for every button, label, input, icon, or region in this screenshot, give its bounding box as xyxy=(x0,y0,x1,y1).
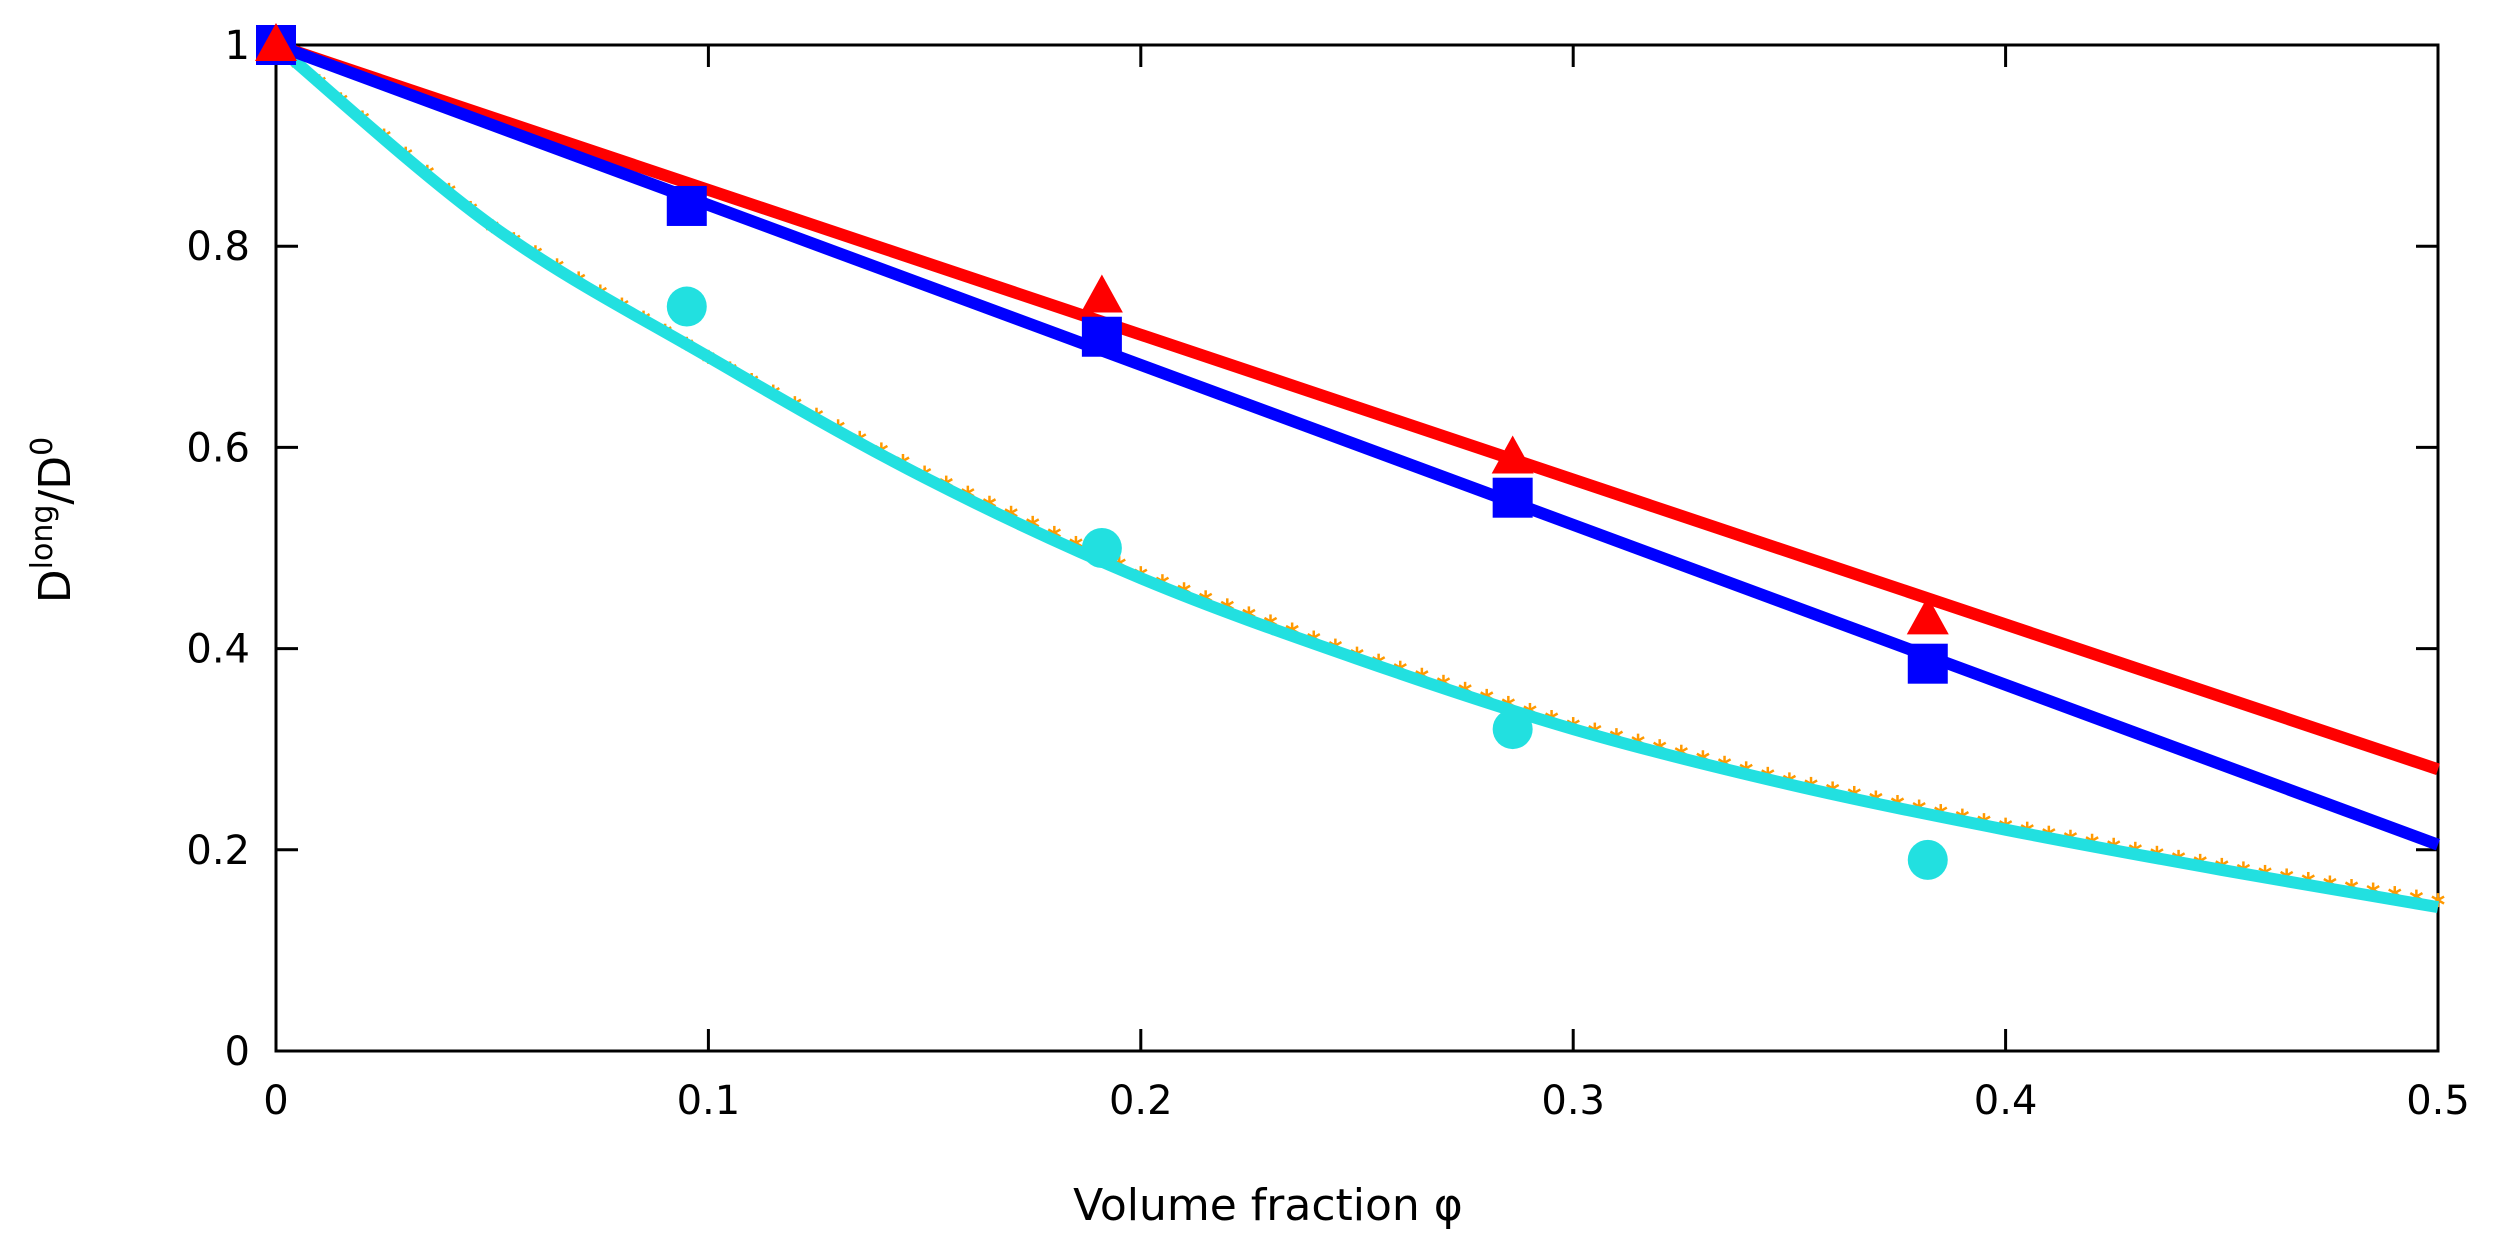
triangle-marker xyxy=(1491,435,1534,474)
y-axis-label-sup2: 0 xyxy=(25,437,60,456)
labels-layer: Volume fraction φ Dlong/D0 xyxy=(25,437,1463,1231)
x-tick-label: 0.2 xyxy=(1109,1078,1173,1124)
square-marker xyxy=(666,185,707,226)
y-axis-label-slash: /D xyxy=(30,456,81,505)
x-axis-label: Volume fraction φ xyxy=(1073,1180,1463,1231)
y-axis-label: Dlong/D0 xyxy=(25,437,81,603)
y-axis-label-base: D xyxy=(30,569,81,603)
square-marker xyxy=(1081,316,1122,357)
x-tick-label: 0.5 xyxy=(2406,1078,2470,1124)
red-triangles xyxy=(255,23,1949,635)
x-tick-label: 0 xyxy=(263,1078,288,1124)
triangle-marker xyxy=(1906,596,1949,635)
square-marker xyxy=(1907,643,1948,684)
circle-marker xyxy=(666,286,707,327)
cyan-curve xyxy=(272,40,2440,914)
x-tick-label: 0.1 xyxy=(677,1078,741,1124)
series-layer xyxy=(255,23,2445,914)
y-tick-label: 0.6 xyxy=(186,425,250,471)
square-marker xyxy=(1492,477,1533,518)
circle-marker xyxy=(1907,839,1948,880)
triangle-marker xyxy=(255,23,297,61)
y-axis-label-sup: long xyxy=(25,505,60,570)
axes-layer: 0 0.1 0.2 0.3 0.4 0.5 0 0.2 0.4 0.6 0.8 1 xyxy=(186,23,2469,1124)
y-tick-label: 0.8 xyxy=(186,224,250,270)
x-tick-label: 0.3 xyxy=(1541,1078,1605,1124)
y-tick-label: 0.2 xyxy=(186,828,250,874)
circle-marker xyxy=(1492,709,1533,750)
triangle-marker xyxy=(1080,274,1123,313)
circle-marker xyxy=(1081,528,1122,568)
y-tick-label: 0 xyxy=(225,1029,250,1075)
plot-frame xyxy=(274,43,2440,1053)
blue-line xyxy=(273,39,2441,851)
y-tick-label: 0.4 xyxy=(186,627,250,673)
y-tick-label: 1 xyxy=(225,23,250,69)
x-tick-label: 0.4 xyxy=(1974,1078,2038,1124)
red-line xyxy=(274,39,2440,776)
